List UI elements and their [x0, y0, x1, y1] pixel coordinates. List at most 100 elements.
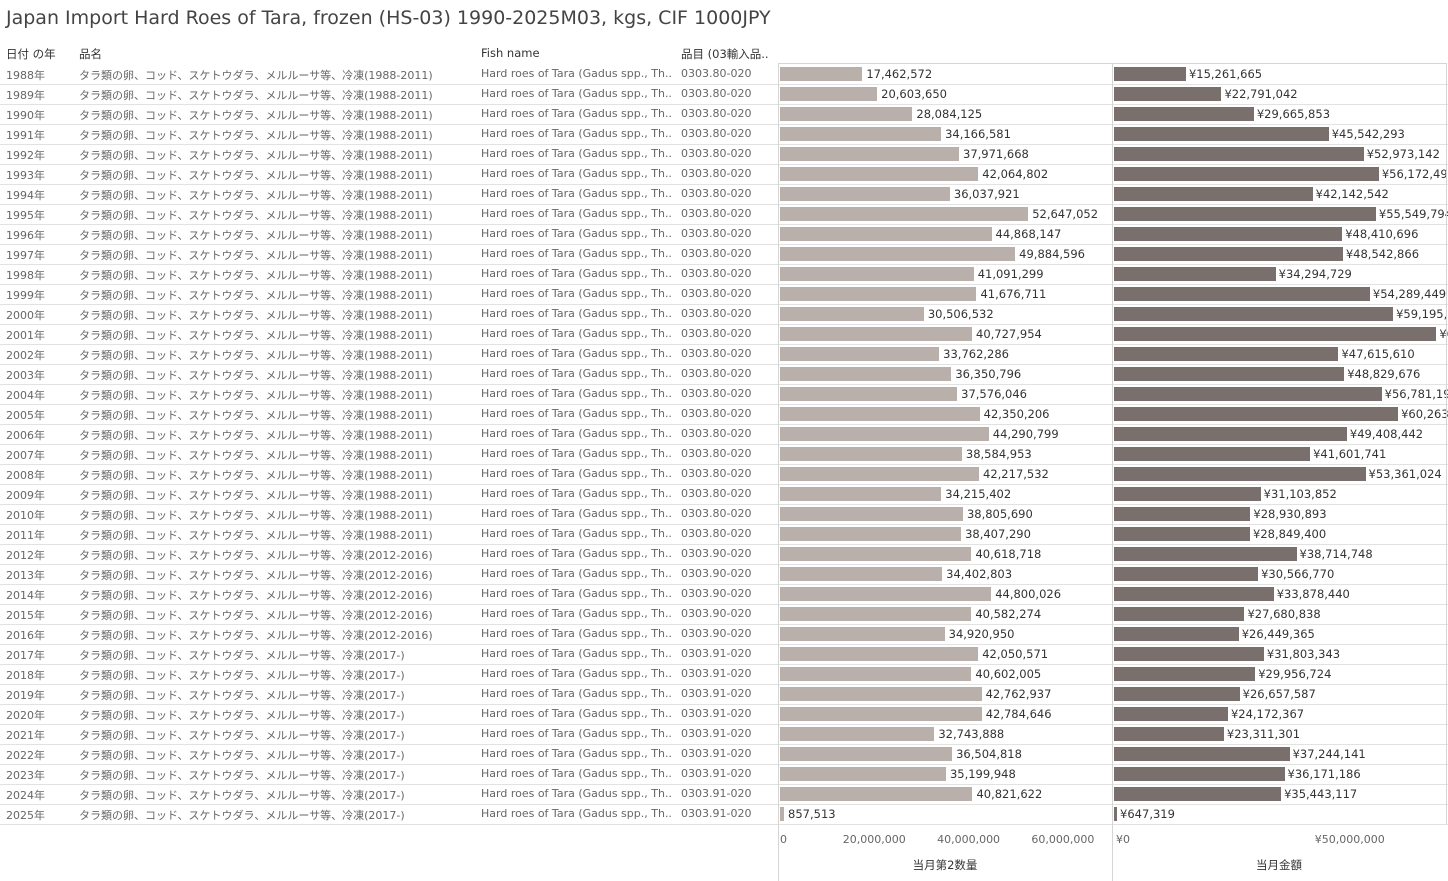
table-row[interactable]: 2001年 タラ類の卵、コッド、スケトウダラ、メルルーサ等、冷凍(1988-201… [0, 324, 1448, 345]
qty-bar[interactable] [780, 167, 979, 181]
qty-bar[interactable] [780, 507, 963, 521]
table-row[interactable]: 2004年 タラ類の卵、コッド、スケトウダラ、メルルーサ等、冷凍(1988-201… [0, 384, 1448, 405]
header-year[interactable]: 日付 の年 [6, 47, 56, 61]
val-bar[interactable] [1114, 287, 1370, 301]
val-bar[interactable] [1114, 447, 1311, 461]
val-bar[interactable] [1114, 187, 1313, 201]
table-row[interactable]: 1991年 タラ類の卵、コッド、スケトウダラ、メルルーサ等、冷凍(1988-201… [0, 124, 1448, 145]
table-row[interactable]: 2017年 タラ類の卵、コッド、スケトウダラ、メルルーサ等、冷凍(2017-) Ha… [0, 644, 1448, 665]
val-bar[interactable] [1114, 787, 1282, 801]
val-bar[interactable] [1114, 487, 1261, 501]
val-bar[interactable] [1114, 387, 1382, 401]
val-bar[interactable] [1114, 707, 1228, 721]
val-bar[interactable] [1114, 67, 1186, 81]
table-row[interactable]: 1988年 タラ類の卵、コッド、スケトウダラ、メルルーサ等、冷凍(1988-201… [0, 64, 1448, 85]
val-bar[interactable] [1114, 767, 1285, 781]
val-bar[interactable] [1114, 307, 1394, 321]
qty-bar[interactable] [780, 327, 972, 341]
qty-bar[interactable] [780, 87, 878, 101]
table-row[interactable]: 2025年 タラ類の卵、コッド、スケトウダラ、メルルーサ等、冷凍(2017-) Ha… [0, 804, 1448, 825]
qty-bar[interactable] [780, 187, 950, 201]
val-bar[interactable] [1114, 567, 1259, 581]
table-row[interactable]: 2023年 タラ類の卵、コッド、スケトウダラ、メルルーサ等、冷凍(2017-) Ha… [0, 764, 1448, 785]
qty-bar[interactable] [780, 587, 992, 601]
table-row[interactable]: 2002年 タラ類の卵、コッド、スケトウダラ、メルルーサ等、冷凍(1988-201… [0, 344, 1448, 365]
qty-bar[interactable] [780, 67, 863, 81]
table-row[interactable]: 2011年 タラ類の卵、コッド、スケトウダラ、メルルーサ等、冷凍(1988-201… [0, 524, 1448, 545]
qty-bar[interactable] [780, 567, 943, 581]
val-bar[interactable] [1114, 227, 1343, 241]
qty-bar[interactable] [780, 107, 913, 121]
table-row[interactable]: 2012年 タラ類の卵、コッド、スケトウダラ、メルルーサ等、冷凍(2012-201… [0, 544, 1448, 565]
table-row[interactable]: 2018年 タラ類の卵、コッド、スケトウダラ、メルルーサ等、冷凍(2017-) Ha… [0, 664, 1448, 685]
qty-bar[interactable] [780, 547, 972, 561]
val-bar[interactable] [1114, 127, 1329, 141]
header-name[interactable]: 品名 [79, 47, 102, 61]
qty-bar[interactable] [780, 527, 962, 541]
qty-bar[interactable] [780, 147, 959, 161]
val-bar[interactable] [1114, 247, 1343, 261]
qty-bar[interactable] [780, 707, 982, 721]
val-bar[interactable] [1114, 687, 1240, 701]
val-bar[interactable] [1114, 147, 1364, 161]
table-row[interactable]: 1999年 タラ類の卵、コッド、スケトウダラ、メルルーサ等、冷凍(1988-201… [0, 284, 1448, 305]
qty-bar[interactable] [780, 607, 972, 621]
val-bar[interactable] [1114, 547, 1297, 561]
qty-bar[interactable] [780, 487, 942, 501]
table-row[interactable]: 2015年 タラ類の卵、コッド、スケトウダラ、メルルーサ等、冷凍(2012-201… [0, 604, 1448, 625]
header-code[interactable]: 品目 (03輸入品.. [681, 47, 769, 61]
qty-bar[interactable] [780, 807, 785, 821]
table-row[interactable]: 1994年 タラ類の卵、コッド、スケトウダラ、メルルーサ等、冷凍(1988-201… [0, 184, 1448, 205]
table-row[interactable]: 2024年 タラ類の卵、コッド、スケトウダラ、メルルーサ等、冷凍(2017-) Ha… [0, 784, 1448, 805]
qty-bar[interactable] [780, 387, 958, 401]
val-bar[interactable] [1114, 407, 1399, 421]
table-row[interactable]: 2006年 タラ類の卵、コッド、スケトウダラ、メルルーサ等、冷凍(1988-201… [0, 424, 1448, 445]
val-bar[interactable] [1114, 747, 1290, 761]
val-bar[interactable] [1114, 807, 1118, 821]
qty-bar[interactable] [780, 127, 942, 141]
qty-bar[interactable] [780, 307, 924, 321]
table-row[interactable]: 2021年 タラ類の卵、コッド、スケトウダラ、メルルーサ等、冷凍(2017-) Ha… [0, 724, 1448, 745]
qty-bar[interactable] [780, 627, 945, 641]
qty-bar[interactable] [780, 747, 953, 761]
val-bar[interactable] [1114, 647, 1264, 661]
table-row[interactable]: 2019年 タラ類の卵、コッド、スケトウダラ、メルルーサ等、冷凍(2017-) Ha… [0, 684, 1448, 705]
qty-bar[interactable] [780, 687, 982, 701]
table-row[interactable]: 1989年 タラ類の卵、コッド、スケトウダラ、メルルーサ等、冷凍(1988-201… [0, 84, 1448, 105]
table-row[interactable]: 1996年 タラ類の卵、コッド、スケトウダラ、メルルーサ等、冷凍(1988-201… [0, 224, 1448, 245]
qty-bar[interactable] [780, 287, 977, 301]
qty-bar[interactable] [780, 407, 980, 421]
val-bar[interactable] [1114, 107, 1254, 121]
qty-bar[interactable] [780, 667, 972, 681]
val-bar[interactable] [1114, 427, 1347, 441]
val-bar[interactable] [1114, 267, 1276, 281]
qty-bar[interactable] [780, 207, 1029, 221]
val-bar[interactable] [1114, 587, 1274, 601]
val-bar[interactable] [1114, 507, 1251, 521]
val-bar[interactable] [1114, 727, 1224, 741]
qty-bar[interactable] [780, 247, 1016, 261]
val-bar[interactable] [1114, 347, 1339, 361]
table-row[interactable]: 2022年 タラ類の卵、コッド、スケトウダラ、メルルーサ等、冷凍(2017-) Ha… [0, 744, 1448, 765]
table-row[interactable]: 1990年 タラ類の卵、コッド、スケトウダラ、メルルーサ等、冷凍(1988-201… [0, 104, 1448, 125]
val-bar[interactable] [1114, 327, 1437, 341]
val-bar[interactable] [1114, 667, 1256, 681]
val-bar[interactable] [1114, 87, 1222, 101]
table-row[interactable]: 2008年 タラ類の卵、コッド、スケトウダラ、メルルーサ等、冷凍(1988-201… [0, 464, 1448, 485]
table-row[interactable]: 2005年 タラ類の卵、コッド、スケトウダラ、メルルーサ等、冷凍(1988-201… [0, 404, 1448, 425]
val-bar[interactable] [1114, 167, 1379, 181]
qty-bar[interactable] [780, 447, 962, 461]
table-row[interactable]: 2014年 タラ類の卵、コッド、スケトウダラ、メルルーサ等、冷凍(2012-201… [0, 584, 1448, 605]
qty-bar[interactable] [780, 227, 992, 241]
val-bar[interactable] [1114, 527, 1250, 541]
qty-bar[interactable] [780, 467, 980, 481]
val-bar[interactable] [1114, 367, 1345, 381]
table-row[interactable]: 1993年 タラ類の卵、コッド、スケトウダラ、メルルーサ等、冷凍(1988-201… [0, 164, 1448, 185]
table-row[interactable]: 2009年 タラ類の卵、コッド、スケトウダラ、メルルーサ等、冷凍(1988-201… [0, 484, 1448, 505]
qty-bar[interactable] [780, 267, 974, 281]
table-row[interactable]: 1995年 タラ類の卵、コッド、スケトウダラ、メルルーサ等、冷凍(1988-201… [0, 204, 1448, 225]
table-row[interactable]: 1997年 タラ類の卵、コッド、スケトウダラ、メルルーサ等、冷凍(1988-201… [0, 244, 1448, 265]
qty-bar[interactable] [780, 347, 940, 361]
qty-bar[interactable] [780, 767, 946, 781]
qty-bar[interactable] [780, 647, 979, 661]
